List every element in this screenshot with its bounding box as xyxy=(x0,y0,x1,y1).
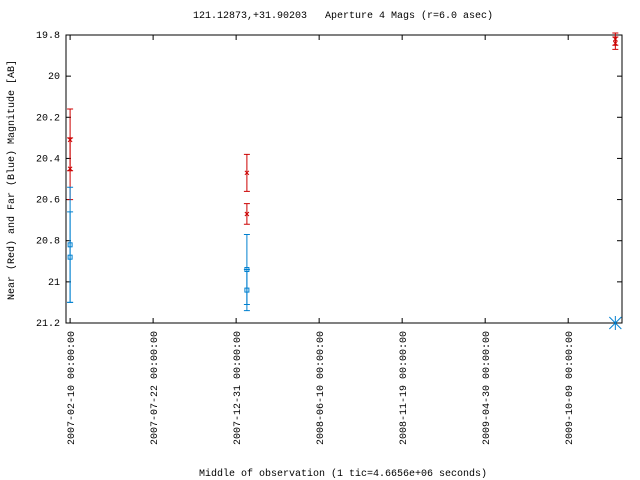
x-tick-label: 2009-10-09 00:00:00 xyxy=(565,331,576,445)
x-tick-label: 2008-06-10 00:00:00 xyxy=(316,331,327,445)
y-tick-label: 20.6 xyxy=(36,196,60,207)
y-tick-label: 20.2 xyxy=(36,113,60,124)
point xyxy=(244,170,250,176)
y-tick-label: 19.8 xyxy=(36,31,60,42)
x-tick-label: 2007-02-10 00:00:00 xyxy=(67,331,78,445)
chart-title: 121.12873,+31.90203 Aperture 4 Mags (r=6… xyxy=(193,10,493,22)
x-tick-label: 2008-11-19 00:00:00 xyxy=(399,331,410,445)
y-tick-label: 20.4 xyxy=(36,154,60,165)
point xyxy=(612,40,618,46)
y-tick-label: 21.2 xyxy=(36,319,60,330)
point xyxy=(608,316,622,330)
point xyxy=(244,211,250,217)
point xyxy=(67,254,73,260)
plot-frame xyxy=(65,34,623,324)
y-tick-label: 21 xyxy=(48,278,60,289)
y-tick-label: 20 xyxy=(48,72,60,83)
point xyxy=(244,287,250,293)
x-tick-label: 2007-12-31 00:00:00 xyxy=(233,331,244,445)
x-axis-label: Middle of observation (1 tic=4.6656e+06 … xyxy=(199,468,487,480)
x-tick-label: 2009-04-30 00:00:00 xyxy=(482,331,493,445)
error-bar xyxy=(243,269,250,312)
y-axis-label: Near (Red) and Far (Blue) Magnitude [AB] xyxy=(6,60,18,300)
x-tick-label: 2007-07-22 00:00:00 xyxy=(150,331,161,445)
error-bar xyxy=(67,211,74,303)
point xyxy=(67,166,73,172)
y-tick-label: 20.8 xyxy=(36,237,60,248)
